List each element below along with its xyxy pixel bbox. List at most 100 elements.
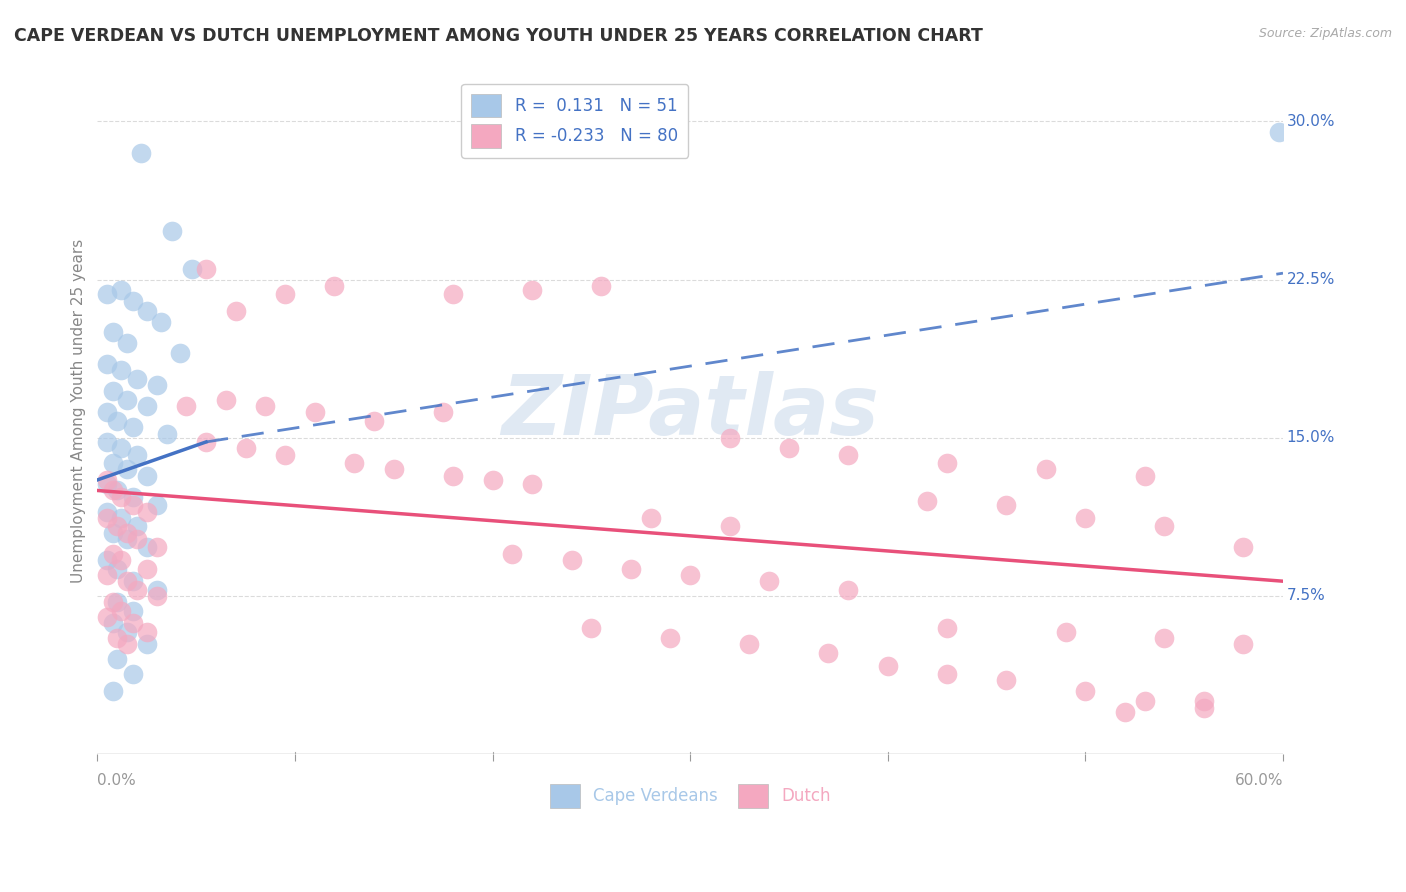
Point (145, 498, 167, 512)
Point (129, 145, 152, 160)
Point (96, 610, 118, 624)
Point (837, 448, 859, 462)
Point (115, 574, 138, 589)
Point (105, 519, 128, 533)
Point (195, 434, 218, 449)
Point (135, 638, 157, 652)
Point (817, 646, 839, 660)
Point (1153, 631, 1175, 645)
Point (620, 561, 643, 575)
Point (101, 384, 124, 399)
Text: 0.0%: 0.0% (97, 773, 136, 789)
Point (125, 582, 148, 597)
Point (125, 372, 148, 386)
Point (122, 616, 145, 631)
Point (1133, 468, 1156, 483)
Point (876, 658, 898, 673)
Point (135, 468, 157, 483)
Point (155, 426, 177, 441)
Point (432, 405, 454, 419)
Text: CAPE VERDEAN VS DUTCH UNEMPLOYMENT AMONG YOUTH UNDER 25 YEARS CORRELATION CHART: CAPE VERDEAN VS DUTCH UNEMPLOYMENT AMONG… (14, 27, 983, 45)
Point (145, 582, 167, 597)
Point (917, 494, 939, 508)
Point (1133, 694, 1156, 708)
Point (936, 667, 959, 681)
Point (363, 414, 385, 428)
Point (96, 477, 118, 491)
Point (837, 582, 859, 597)
Point (169, 346, 191, 360)
Point (1035, 462, 1057, 476)
Point (679, 567, 702, 582)
Point (274, 287, 297, 301)
Text: ZIPatlas: ZIPatlas (501, 371, 879, 452)
Point (936, 456, 959, 470)
Point (110, 604, 132, 618)
Text: Source: ZipAtlas.com: Source: ZipAtlas.com (1258, 27, 1392, 40)
Point (254, 399, 277, 413)
Point (145, 378, 167, 392)
Point (738, 638, 761, 652)
Point (105, 595, 128, 609)
Point (122, 667, 145, 681)
Point (101, 547, 124, 561)
Point (110, 442, 132, 456)
Point (110, 511, 132, 525)
Point (105, 561, 128, 575)
Point (1074, 511, 1097, 525)
Point (105, 631, 128, 645)
Point (936, 621, 959, 635)
Point (105, 414, 128, 428)
Point (101, 456, 124, 470)
Point (135, 624, 157, 639)
Point (96, 511, 118, 525)
Point (162, 224, 184, 238)
Point (215, 392, 238, 407)
Point (96, 505, 118, 519)
Point (110, 283, 132, 297)
Point (101, 595, 124, 609)
Point (96, 405, 118, 419)
Point (481, 473, 503, 487)
Point (995, 498, 1018, 512)
Point (181, 262, 204, 277)
Point (135, 541, 157, 555)
Point (1268, 125, 1291, 139)
Point (125, 532, 148, 546)
Point (304, 405, 326, 419)
Point (96, 473, 118, 487)
Point (105, 652, 128, 666)
Point (101, 616, 124, 631)
Point (110, 553, 132, 567)
Point (659, 631, 682, 645)
Point (995, 673, 1018, 688)
Point (195, 262, 218, 277)
Point (122, 420, 145, 434)
Point (1232, 638, 1254, 652)
Point (115, 525, 138, 540)
Y-axis label: Unemployment Among Youth under 25 years: Unemployment Among Youth under 25 years (72, 239, 86, 583)
Point (561, 553, 583, 567)
Point (145, 541, 167, 555)
Point (110, 490, 132, 504)
Point (122, 574, 145, 589)
Point (122, 293, 145, 308)
Point (581, 621, 603, 635)
Point (125, 519, 148, 533)
Point (520, 477, 543, 491)
Point (718, 519, 741, 533)
Point (101, 525, 124, 540)
Point (96, 553, 118, 567)
Point (274, 448, 297, 462)
Point (149, 315, 172, 329)
Point (343, 456, 366, 470)
Point (520, 283, 543, 297)
Point (1114, 705, 1136, 719)
Point (115, 638, 138, 652)
Point (1153, 519, 1175, 533)
Point (122, 490, 145, 504)
Point (778, 442, 800, 456)
Text: 60.0%: 60.0% (1234, 773, 1284, 789)
Point (122, 498, 145, 512)
Point (125, 448, 148, 462)
